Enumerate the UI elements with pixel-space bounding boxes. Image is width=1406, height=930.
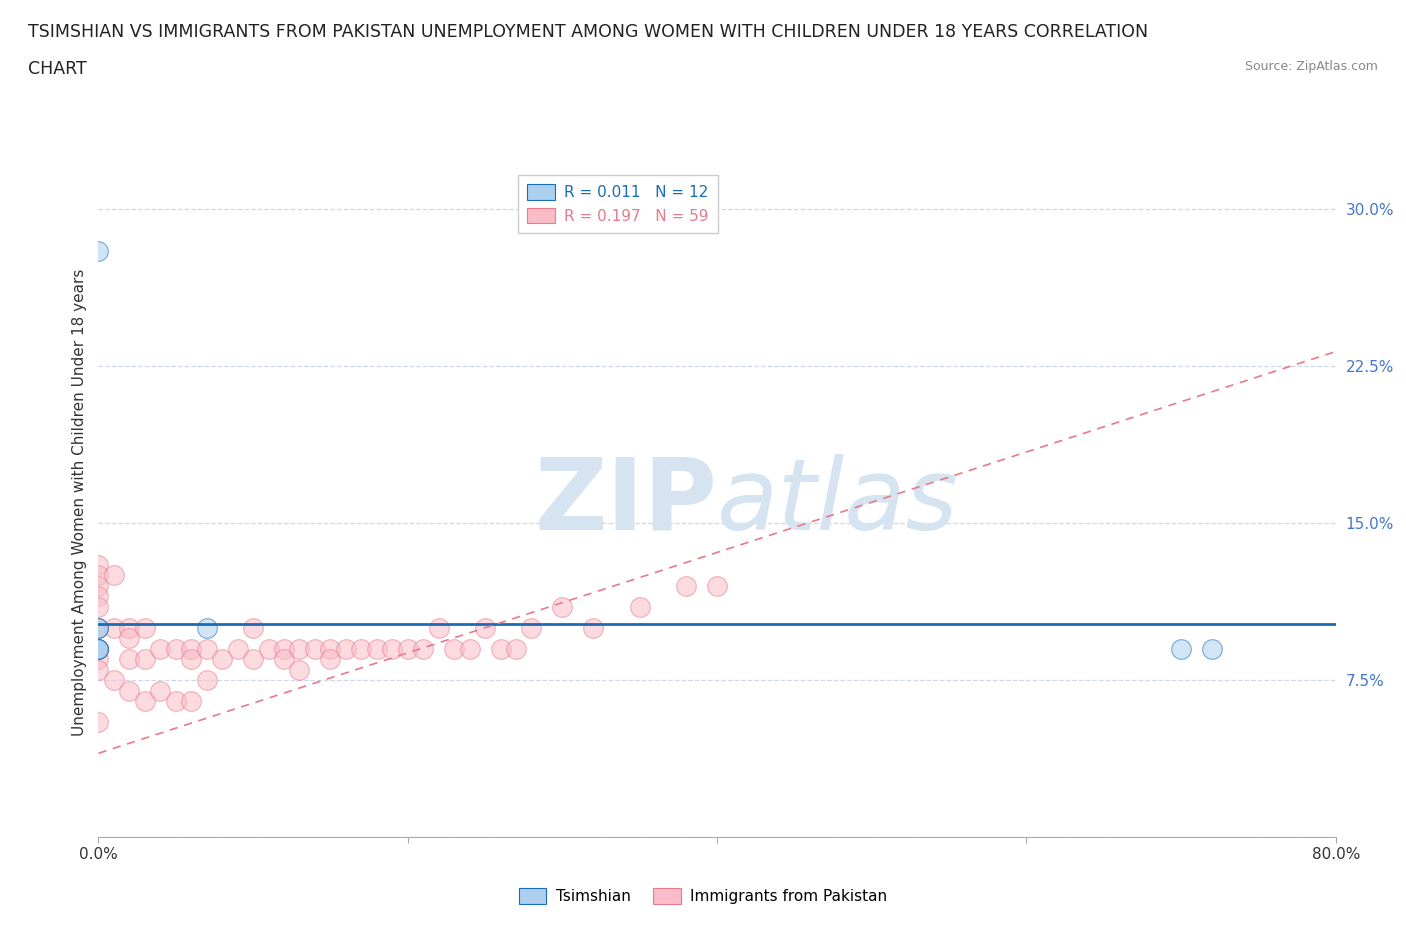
Point [87,714,110,729]
Point [118,652,141,667]
Point [87,244,110,259]
Point [87,578,110,593]
Point [118,631,141,645]
Text: ZIP: ZIP [534,454,717,551]
Point [273,642,295,657]
Point [149,642,172,657]
Point [134,694,156,709]
Point [134,652,156,667]
Point [582,620,605,635]
Point [628,600,651,615]
Point [87,620,110,635]
Text: Source: ZipAtlas.com: Source: ZipAtlas.com [1244,60,1378,73]
Point [165,642,187,657]
Point [257,642,280,657]
Point [489,642,512,657]
Point [118,620,141,635]
Point [427,620,450,635]
Point [87,642,110,657]
Point [87,642,110,657]
Point [443,642,465,657]
Point [1201,642,1223,657]
Point [520,620,543,635]
Point [505,642,527,657]
Point [87,620,110,635]
Point [180,642,202,657]
Point [273,652,295,667]
Point [149,683,172,698]
Legend: R = 0.011   N = 12, R = 0.197   N = 59: R = 0.011 N = 12, R = 0.197 N = 59 [519,175,718,233]
Point [87,558,110,573]
Legend: Tsimshian, Immigrants from Pakistan: Tsimshian, Immigrants from Pakistan [510,879,896,913]
Point [366,642,388,657]
Point [551,600,574,615]
Text: CHART: CHART [28,60,87,78]
Point [242,652,264,667]
Point [1170,642,1192,657]
Point [706,578,728,593]
Point [396,642,419,657]
Point [134,620,156,635]
Point [87,642,110,657]
Point [103,620,125,635]
Point [335,642,357,657]
Point [87,600,110,615]
Point [226,642,249,657]
Point [195,642,218,657]
Point [195,672,218,687]
Point [180,694,202,709]
Point [675,578,697,593]
Point [474,620,496,635]
Point [195,620,218,635]
Text: TSIMSHIAN VS IMMIGRANTS FROM PAKISTAN UNEMPLOYMENT AMONG WOMEN WITH CHILDREN UND: TSIMSHIAN VS IMMIGRANTS FROM PAKISTAN UN… [28,23,1149,41]
Point [87,620,110,635]
Point [211,652,233,667]
Point [103,672,125,687]
Point [87,642,110,657]
Point [319,652,342,667]
Point [87,662,110,677]
Point [118,683,141,698]
Point [87,642,110,657]
Point [350,642,373,657]
Point [304,642,326,657]
Text: atlas: atlas [717,454,959,551]
Point [288,662,311,677]
Point [165,694,187,709]
Y-axis label: Unemployment Among Women with Children Under 18 years: Unemployment Among Women with Children U… [72,269,87,736]
Point [288,642,311,657]
Point [458,642,481,657]
Point [412,642,434,657]
Point [319,642,342,657]
Point [180,652,202,667]
Point [87,652,110,667]
Point [87,589,110,604]
Point [103,568,125,583]
Point [242,620,264,635]
Point [87,568,110,583]
Point [381,642,404,657]
